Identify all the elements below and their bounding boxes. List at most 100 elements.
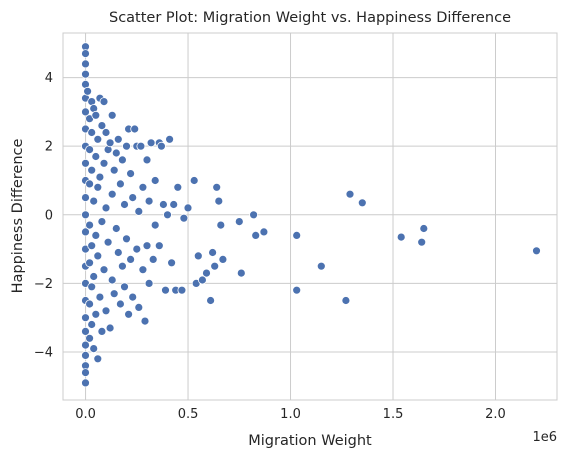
- data-point: [218, 254, 228, 264]
- data-point: [122, 234, 131, 244]
- points: [81, 42, 541, 388]
- x-axis-offset-label: 1e6: [532, 430, 557, 445]
- data-point: [134, 302, 144, 312]
- data-point: [146, 138, 156, 148]
- y-axis-label: Happiness Difference: [10, 139, 26, 294]
- data-point: [126, 169, 136, 179]
- data-point: [81, 378, 90, 388]
- data-point: [85, 220, 94, 230]
- data-point: [81, 313, 90, 323]
- x-tick-label: 0.5: [178, 407, 199, 422]
- data-point: [93, 251, 103, 261]
- data-point: [150, 220, 160, 230]
- x-tick-label: 1.0: [280, 407, 301, 422]
- data-point: [197, 275, 207, 285]
- data-point: [95, 292, 105, 302]
- data-point: [163, 210, 172, 220]
- data-point: [118, 261, 127, 271]
- data-point: [81, 69, 90, 79]
- data-point: [93, 182, 103, 192]
- data-point: [81, 368, 90, 378]
- y-tick-label: 4: [45, 71, 53, 86]
- x-tick-label: 0.0: [75, 407, 96, 422]
- data-point: [144, 278, 154, 288]
- data-point: [251, 230, 261, 240]
- data-point: [292, 230, 302, 240]
- data-point: [85, 145, 94, 155]
- data-point: [85, 333, 94, 343]
- data-point: [81, 49, 90, 58]
- x-axis-ticks: 0.0 0.5 1.0 1.5 2.0: [75, 407, 506, 422]
- data-point: [81, 107, 90, 117]
- data-point: [212, 182, 222, 192]
- data-point: [107, 110, 117, 120]
- data-point: [169, 200, 179, 209]
- data-point: [417, 237, 427, 247]
- data-point: [81, 210, 90, 220]
- data-point: [292, 285, 302, 295]
- data-point: [396, 232, 406, 242]
- data-point: [85, 179, 94, 189]
- data-point: [179, 213, 189, 223]
- data-point: [89, 196, 99, 206]
- data-point: [138, 182, 148, 192]
- data-point: [249, 210, 259, 220]
- data-point: [189, 176, 199, 185]
- data-point: [87, 320, 97, 329]
- data-point: [140, 316, 150, 326]
- data-point: [83, 86, 92, 96]
- data-point: [93, 134, 103, 144]
- data-point: [97, 326, 107, 336]
- data-point: [183, 203, 193, 213]
- x-tick-label: 1.5: [383, 407, 404, 422]
- data-point: [165, 134, 175, 144]
- data-point: [120, 282, 129, 292]
- data-point: [97, 217, 107, 227]
- data-point: [128, 292, 138, 302]
- data-point: [81, 59, 90, 69]
- data-point: [216, 220, 226, 230]
- data-point: [87, 165, 97, 175]
- data-point: [208, 248, 218, 257]
- data-point: [124, 309, 134, 319]
- data-point: [419, 224, 429, 233]
- data-point: [158, 200, 168, 209]
- data-point: [210, 261, 220, 271]
- data-point: [81, 326, 90, 336]
- data-point: [111, 148, 121, 158]
- data-point: [99, 158, 109, 168]
- x-axis-label: Migration Weight: [248, 433, 372, 449]
- data-point: [101, 203, 111, 213]
- data-point: [120, 200, 129, 209]
- data-point: [532, 246, 541, 256]
- data-point: [142, 155, 152, 165]
- data-point: [109, 165, 119, 175]
- data-point: [101, 306, 111, 316]
- data-point: [150, 176, 160, 185]
- data-point: [193, 251, 203, 261]
- data-point: [234, 217, 244, 227]
- data-point: [101, 128, 111, 137]
- data-point: [81, 340, 90, 350]
- data-point: [93, 354, 103, 364]
- data-point: [134, 206, 144, 216]
- data-point: [81, 227, 90, 237]
- data-point: [109, 289, 119, 299]
- data-point: [206, 296, 216, 305]
- data-point: [156, 141, 166, 151]
- data-point: [236, 268, 246, 278]
- y-tick-label: 0: [45, 208, 53, 223]
- data-point: [113, 134, 123, 144]
- y-tick-label: 2: [45, 140, 53, 155]
- data-point: [105, 138, 115, 148]
- data-point: [81, 193, 90, 203]
- data-point: [161, 285, 170, 295]
- data-point: [116, 299, 125, 309]
- grid: [63, 33, 557, 400]
- y-tick-label: −4: [34, 345, 53, 360]
- data-point: [142, 241, 152, 251]
- data-point: [136, 141, 146, 151]
- data-point: [91, 152, 101, 161]
